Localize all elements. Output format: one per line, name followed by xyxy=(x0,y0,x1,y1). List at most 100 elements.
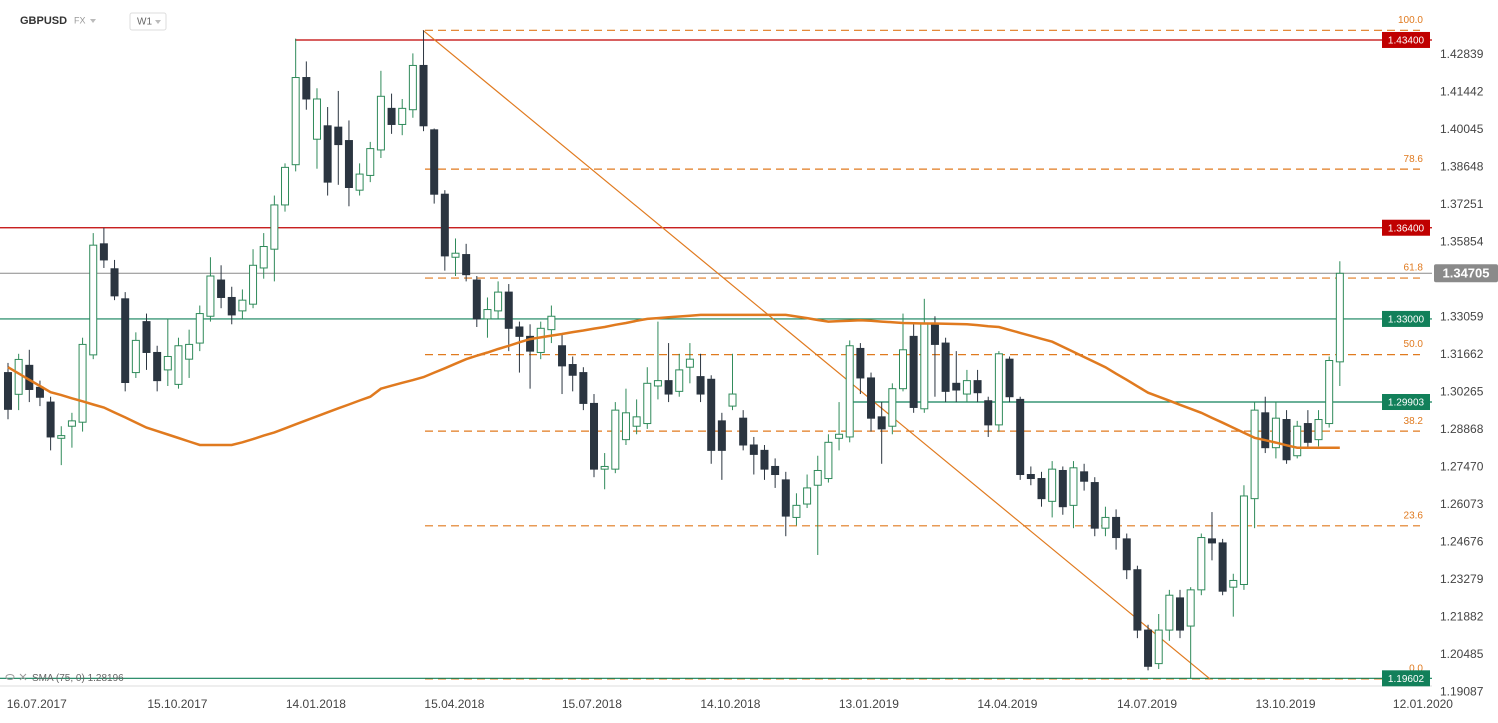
candle-body xyxy=(536,327,545,353)
y-tick-label: 1.35854 xyxy=(1440,235,1484,249)
y-tick-label: 1.19087 xyxy=(1440,684,1484,698)
candle-body xyxy=(472,279,481,320)
candle-body xyxy=(398,107,407,125)
candle-body xyxy=(217,279,226,298)
x-tick-label: 12.01.2020 xyxy=(1393,697,1453,711)
x-tick-label: 13.01.2019 xyxy=(839,697,899,711)
interval-box[interactable] xyxy=(129,12,167,31)
candle-body xyxy=(174,345,183,385)
candle-body xyxy=(728,393,737,407)
price-line-label-box xyxy=(1382,31,1430,48)
dropdown-arrow[interactable] xyxy=(90,19,96,23)
candle-body xyxy=(110,268,119,297)
price-line-label: 1.19602 xyxy=(1388,674,1425,685)
candle-body xyxy=(121,298,130,384)
candle-body xyxy=(153,351,162,382)
price-line-label: 1.36400 xyxy=(1388,223,1425,234)
dropdown-arrow[interactable] xyxy=(155,20,161,24)
candle-body xyxy=(771,465,780,476)
indicator-legend: SMA (75, 0) 1.28196 xyxy=(32,673,124,684)
candle-body xyxy=(78,343,87,423)
price-line-label-box xyxy=(1382,394,1430,411)
candle-body xyxy=(1335,272,1344,363)
symbol[interactable]: GBPUSD xyxy=(20,15,67,27)
candle-body xyxy=(835,433,844,439)
candle-body xyxy=(653,380,662,387)
candle-body xyxy=(195,313,204,344)
candle-body xyxy=(1037,478,1046,500)
candle-body xyxy=(1026,474,1035,480)
candle-body xyxy=(1005,358,1014,398)
indicator-value: 1.28196 xyxy=(88,673,125,684)
candle-body xyxy=(1303,423,1312,443)
candle-body xyxy=(898,349,907,390)
y-tick-label: 1.20485 xyxy=(1440,647,1484,661)
fib-level-label: 23.6 xyxy=(1404,510,1424,521)
candle-body xyxy=(430,129,439,195)
candle-body xyxy=(952,382,961,391)
candle-body xyxy=(621,412,630,441)
candle-body xyxy=(302,77,311,100)
candle-body xyxy=(920,322,929,410)
fib-level-label: 38.2 xyxy=(1404,416,1424,427)
y-tick-label: 1.42839 xyxy=(1440,47,1484,61)
x-tick-label: 13.10.2019 xyxy=(1255,697,1315,711)
candle-body xyxy=(3,372,12,410)
price-line-label-box xyxy=(1382,670,1430,687)
candle-body xyxy=(1058,469,1067,508)
y-tick-label: 1.40045 xyxy=(1440,122,1484,136)
candle-body xyxy=(1207,538,1216,544)
y-tick-label: 1.27470 xyxy=(1440,459,1484,473)
candle-body xyxy=(888,388,897,427)
candle-body xyxy=(323,125,332,183)
interval[interactable]: W1 xyxy=(137,17,152,28)
x-tick-label: 15.04.2018 xyxy=(424,697,484,711)
candle-body xyxy=(1282,419,1291,461)
candle-body xyxy=(867,377,876,419)
sma-line xyxy=(7,313,1340,449)
indicator-icons[interactable] xyxy=(5,673,27,681)
candle-body xyxy=(803,487,812,505)
candle-body xyxy=(1133,569,1142,631)
x-tick-label: 15.10.2017 xyxy=(147,697,207,711)
price-line-label: 1.43400 xyxy=(1388,36,1425,47)
fib-level-label: 61.8 xyxy=(1404,263,1424,274)
candle-body xyxy=(14,358,23,395)
candle-body xyxy=(451,252,460,258)
candle-body xyxy=(941,342,950,392)
candle-body xyxy=(1080,471,1089,482)
candle-body xyxy=(344,140,353,188)
candle-body xyxy=(355,173,364,191)
x-tick-label: 14.01.2018 xyxy=(286,697,346,711)
candle-body xyxy=(856,347,865,379)
candle-body xyxy=(643,382,652,425)
candle-body xyxy=(163,355,172,371)
candle-body xyxy=(792,504,801,518)
fib-trend-line xyxy=(422,29,1211,680)
candle-body xyxy=(675,369,684,392)
candle-body xyxy=(739,417,748,446)
candle-body xyxy=(142,321,151,353)
candle-body xyxy=(973,380,982,394)
x-tick-label: 14.04.2019 xyxy=(977,697,1037,711)
candle-body xyxy=(568,364,577,376)
candle-body xyxy=(483,309,492,320)
fib-level-label: 100.0 xyxy=(1398,15,1423,26)
candle-body xyxy=(813,469,822,486)
candle-body xyxy=(89,244,98,356)
candle-body xyxy=(1176,597,1185,631)
candle-body xyxy=(600,465,609,470)
candle-body xyxy=(707,378,716,451)
x-tick-label: 14.10.2018 xyxy=(700,697,760,711)
price-line-label: 1.29903 xyxy=(1388,398,1425,409)
x-tick-label: 14.07.2019 xyxy=(1117,697,1177,711)
candle-body xyxy=(270,204,279,250)
candle-body xyxy=(632,416,641,427)
candle-body xyxy=(515,326,524,337)
candle-body xyxy=(1090,482,1099,529)
candle-body xyxy=(185,343,194,360)
y-tick-label: 1.26073 xyxy=(1440,497,1484,511)
candle-body xyxy=(579,372,588,404)
